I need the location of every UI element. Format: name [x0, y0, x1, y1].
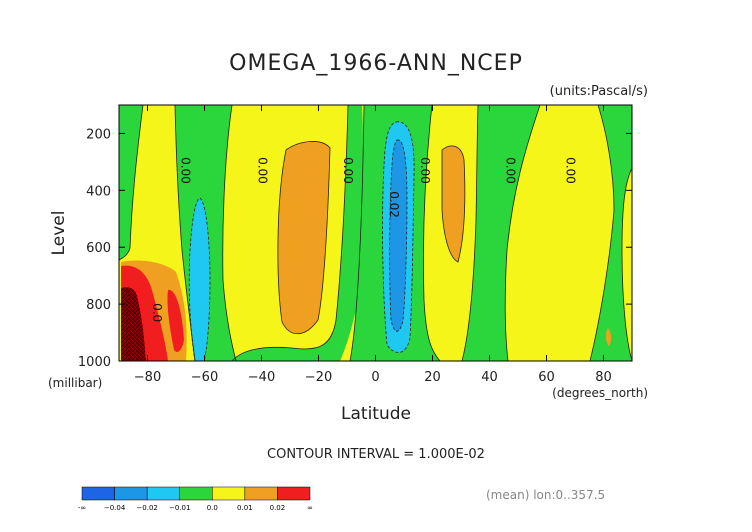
colorbar-swatch — [277, 486, 311, 501]
colorbar-label: −0.02 — [136, 504, 157, 512]
contour-label: 0.00 — [563, 157, 577, 184]
colorbar-label: 0.02 — [270, 504, 286, 512]
x-tick-label: 40 — [481, 370, 498, 385]
y-unit-label: (millibar) — [48, 376, 102, 390]
x-tick-label: 60 — [538, 370, 555, 385]
contour-label: 0.00 — [504, 157, 518, 184]
contour-interval-label: CONTOUR INTERVAL = 1.000E-02 — [267, 447, 485, 462]
colorbar-label: 0.0 — [207, 504, 218, 512]
contour-label: 0.00 — [341, 157, 355, 184]
colorbar-label: 0.01 — [237, 504, 253, 512]
chart-title: OMEGA_1966-ANN_NCEP — [229, 51, 523, 76]
y-tick-label: 400 — [86, 184, 111, 199]
field-dark-hatch — [121, 287, 146, 361]
x-unit-label: (degrees_north) — [552, 386, 648, 400]
contour-labels: 0.00 0.00 0.00 0.02 0.00 0.00 0.00 0.0 — [150, 157, 577, 322]
colorbar-swatch — [179, 486, 213, 501]
y-tick-label: 1000 — [78, 355, 111, 370]
colorbar-label: -∞ — [78, 504, 86, 512]
contour-label: 0.00 — [179, 157, 193, 184]
field-green-polar-north — [590, 105, 632, 361]
contour-label: 0.02 — [387, 191, 401, 218]
colorbar-swatch — [244, 486, 278, 501]
y-tick-label: 600 — [86, 241, 111, 256]
field-cyan-south — [189, 198, 210, 361]
field-red-south-arm — [167, 289, 184, 352]
x-tick-label: 0 — [371, 370, 379, 385]
contour-label: 0.00 — [256, 157, 270, 184]
x-axis-title: Latitude — [341, 404, 411, 424]
x-tick-label: −40 — [248, 370, 275, 385]
contour-lines — [119, 105, 632, 361]
colorbar-label: ∞ — [307, 504, 313, 512]
x-tick-label: −20 — [305, 370, 332, 385]
y-axis-title: Level — [49, 211, 69, 256]
y-tick-label: 200 — [86, 127, 111, 142]
field-orange-north — [442, 145, 465, 262]
contour-label: 0.00 — [418, 157, 432, 184]
y-axis: 200 400 600 800 1000 — [78, 127, 632, 370]
colorbar: -∞ −0.04 −0.02 −0.01 0.0 0.01 0.02 ∞ — [78, 486, 313, 512]
colorbar-swatch — [114, 486, 148, 501]
field-blue-equator — [389, 139, 407, 332]
colorbar-swatch — [146, 486, 180, 501]
y-tick-label: 800 — [86, 298, 111, 313]
contour-label: 0.0 — [150, 303, 164, 322]
colorbar-swatch — [212, 486, 246, 501]
colorbar-label: −0.01 — [169, 504, 190, 512]
mean-lon-note: (mean) lon:0..357.5 — [486, 488, 605, 502]
colorbar-swatch — [81, 486, 115, 501]
x-tick-label: 80 — [595, 370, 612, 385]
field-orange-subtropic-south — [277, 141, 330, 334]
x-axis: −80 −60 −40 −20 0 20 40 60 80 — [134, 105, 612, 385]
field-green-south-edge — [119, 105, 143, 260]
x-tick-label: −80 — [134, 370, 161, 385]
contour-field — [119, 105, 632, 361]
units-label: (units:Pascal/s) — [550, 84, 648, 99]
field-orange-tiny — [605, 328, 612, 346]
colorbar-label: −0.04 — [104, 504, 126, 512]
field-green-subtropic-south — [232, 105, 364, 361]
x-tick-label: 20 — [424, 370, 441, 385]
x-tick-label: −60 — [191, 370, 218, 385]
